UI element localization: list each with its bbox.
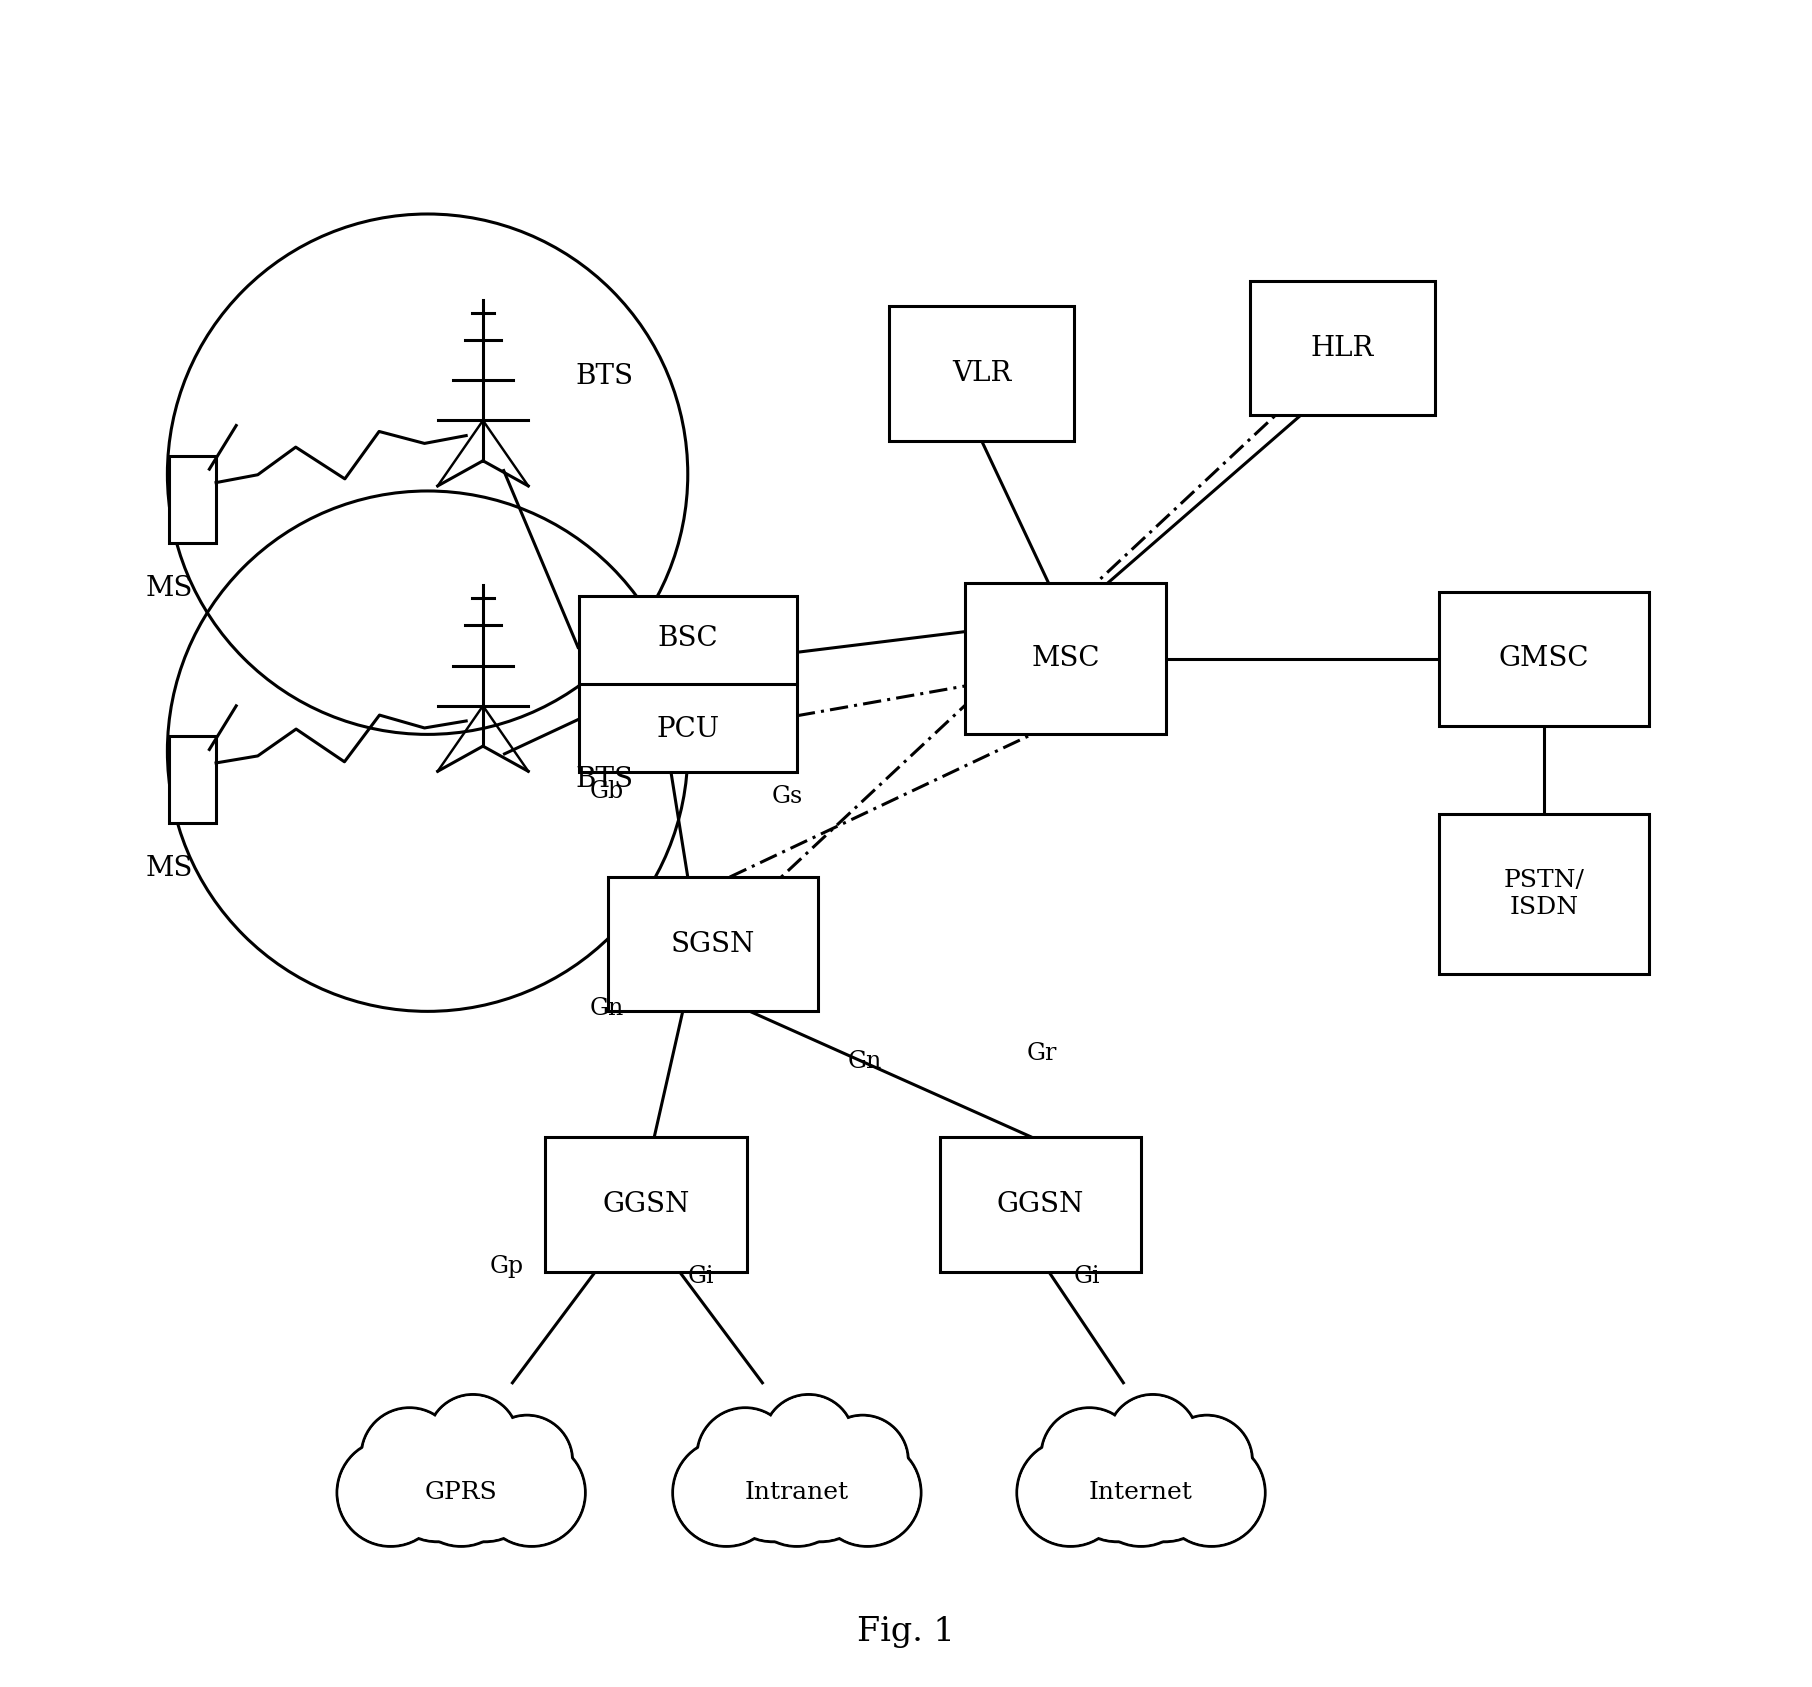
Bar [609, 877, 817, 1012]
Text: PCU: PCU [656, 717, 719, 744]
Text: BSC: BSC [658, 624, 718, 651]
Circle shape [337, 1439, 444, 1547]
Circle shape [718, 1429, 828, 1540]
Circle shape [1109, 1429, 1219, 1540]
Bar [169, 736, 216, 823]
Circle shape [1163, 1417, 1250, 1505]
Circle shape [482, 1417, 571, 1505]
Circle shape [480, 1441, 583, 1545]
Circle shape [429, 1429, 540, 1540]
Circle shape [362, 1409, 457, 1503]
Circle shape [408, 1439, 515, 1547]
Text: BTS: BTS [574, 363, 634, 390]
Text: VLR: VLR [951, 359, 1011, 386]
Circle shape [672, 1439, 779, 1547]
Circle shape [382, 1429, 493, 1540]
Circle shape [1042, 1409, 1138, 1505]
Circle shape [429, 1395, 516, 1485]
Text: Gn: Gn [848, 1051, 881, 1073]
Text: GMSC: GMSC [1499, 646, 1589, 673]
Circle shape [698, 1409, 794, 1505]
Text: Gn: Gn [589, 997, 623, 1019]
Bar [1439, 815, 1649, 973]
Circle shape [1018, 1441, 1123, 1545]
Circle shape [674, 1441, 779, 1545]
Circle shape [819, 1417, 906, 1505]
Bar [940, 1137, 1142, 1272]
Circle shape [1107, 1395, 1198, 1486]
Circle shape [743, 1439, 850, 1547]
Text: Gs: Gs [772, 784, 803, 808]
Circle shape [1062, 1429, 1172, 1540]
Text: GGSN: GGSN [602, 1191, 690, 1218]
Circle shape [1087, 1439, 1194, 1547]
Circle shape [1158, 1439, 1265, 1547]
Text: MS: MS [145, 855, 192, 882]
Circle shape [817, 1415, 908, 1506]
Text: Gi: Gi [689, 1265, 714, 1289]
Text: BTS: BTS [574, 766, 634, 793]
Text: GGSN: GGSN [997, 1191, 1084, 1218]
Circle shape [339, 1441, 442, 1545]
Circle shape [482, 1415, 573, 1506]
Text: Gb: Gb [591, 779, 623, 803]
Circle shape [763, 1427, 877, 1542]
Circle shape [1160, 1441, 1263, 1545]
Circle shape [745, 1441, 850, 1545]
Circle shape [716, 1427, 830, 1542]
Text: Gp: Gp [489, 1255, 524, 1279]
Circle shape [815, 1441, 920, 1545]
Circle shape [765, 1395, 853, 1485]
Circle shape [428, 1427, 542, 1542]
Circle shape [410, 1441, 513, 1545]
Text: PSTN/
ISDN: PSTN/ ISDN [1504, 869, 1584, 919]
Circle shape [1161, 1415, 1252, 1506]
Text: Internet: Internet [1089, 1481, 1192, 1505]
Circle shape [1109, 1395, 1198, 1485]
Text: Fig. 1: Fig. 1 [857, 1616, 955, 1648]
Circle shape [1060, 1427, 1174, 1542]
Bar [1250, 282, 1435, 415]
Text: MS: MS [145, 575, 192, 602]
Text: SGSN: SGSN [670, 931, 756, 958]
Text: MSC: MSC [1031, 646, 1100, 673]
Text: HLR: HLR [1310, 334, 1373, 361]
Circle shape [478, 1439, 585, 1547]
Text: Gr: Gr [1027, 1043, 1056, 1064]
Bar [1439, 592, 1649, 725]
Circle shape [361, 1409, 458, 1505]
Circle shape [763, 1395, 853, 1486]
Circle shape [428, 1395, 518, 1486]
Circle shape [698, 1409, 792, 1503]
Bar [964, 584, 1167, 734]
Bar [169, 455, 216, 543]
Circle shape [1089, 1441, 1194, 1545]
Bar [578, 596, 797, 773]
Circle shape [1042, 1409, 1136, 1503]
Circle shape [381, 1427, 495, 1542]
Text: Gi: Gi [1075, 1265, 1100, 1289]
Text: GPRS: GPRS [424, 1481, 498, 1505]
Circle shape [1017, 1439, 1123, 1547]
Text: Intranet: Intranet [745, 1481, 850, 1505]
Bar [890, 307, 1075, 440]
Circle shape [765, 1429, 875, 1540]
Circle shape [1107, 1427, 1221, 1542]
Circle shape [814, 1439, 920, 1547]
Bar [545, 1137, 747, 1272]
